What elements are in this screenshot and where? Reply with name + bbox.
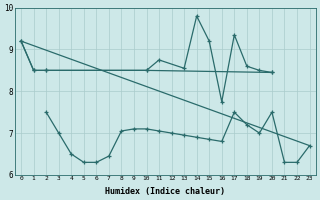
X-axis label: Humidex (Indice chaleur): Humidex (Indice chaleur) <box>105 187 225 196</box>
